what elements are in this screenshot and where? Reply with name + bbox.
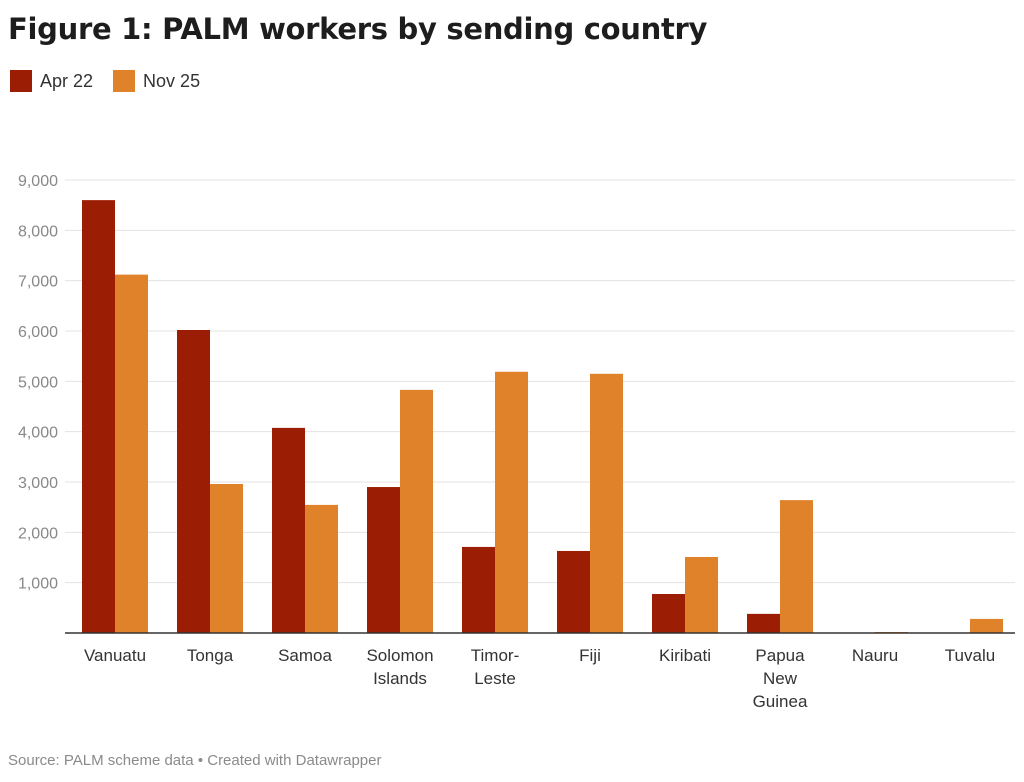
x-tick-label: Kiribati [659,646,711,665]
source-note: Source: PALM scheme data • Created with … [8,752,382,769]
bar-nov25-tonga [210,484,243,633]
bar-apr22-samoa [272,427,305,633]
legend: Apr 22 Nov 25 [10,70,200,92]
legend-label: Apr 22 [40,70,94,91]
legend-swatch [113,70,136,92]
x-tick-label: Leste [474,669,516,688]
x-tick-label: Samoa [278,646,332,665]
legend-item-nov25: Nov 25 [113,70,200,92]
x-tick-label: Solomon [366,646,433,665]
x-tick-label: Nauru [852,646,898,665]
y-tick-label: 3,000 [18,475,58,492]
x-tick-label: Tuvalu [945,646,995,665]
y-tick-label: 1,000 [18,576,58,593]
bar-nov25-tuvalu [970,618,1003,633]
legend-swatch [10,70,32,92]
y-tick-label: 2,000 [18,525,58,542]
x-tick-label: Vanuatu [84,646,146,665]
y-tick-label: 7,000 [18,274,58,291]
x-tick-label: Tonga [187,646,234,665]
legend-label: Nov 25 [143,70,201,91]
bar-apr22-solomon-islands [367,487,400,633]
bar-nov25-timor-leste [495,371,528,633]
y-tick-label: 4,000 [18,425,58,442]
bar-apr22-vanuatu [82,200,115,633]
x-tick-label: Fiji [579,646,601,665]
bar-apr22-timor-leste [462,546,495,633]
bar-nov25-fiji [590,373,623,633]
x-tick-label: Islands [373,669,427,688]
bar-nov25-samoa [305,504,338,633]
bar-apr22-fiji [557,550,590,633]
x-tick-label: New [763,669,798,688]
bar-apr22-papua-new-guinea [747,613,780,633]
y-tick-label: 5,000 [18,374,58,391]
bar-nov25-papua-new-guinea [780,500,813,633]
bar-nov25-solomon-islands [400,389,433,633]
y-tick-label: 9,000 [18,173,58,190]
bar-nov25-kiribati [685,556,718,633]
chart-title: Figure 1: PALM workers by sending countr… [8,12,708,46]
bar-apr22-kiribati [652,593,685,633]
bar-apr22-tonga [177,329,210,633]
y-tick-label: 8,000 [18,223,58,240]
x-tick-label: Papua [755,646,805,665]
x-tick-label: Guinea [753,692,808,711]
x-tick-label: Timor- [471,646,519,665]
legend-item-apr22: Apr 22 [10,70,93,92]
bar-nov25-vanuatu [115,274,148,633]
y-tick-label: 6,000 [18,324,58,341]
